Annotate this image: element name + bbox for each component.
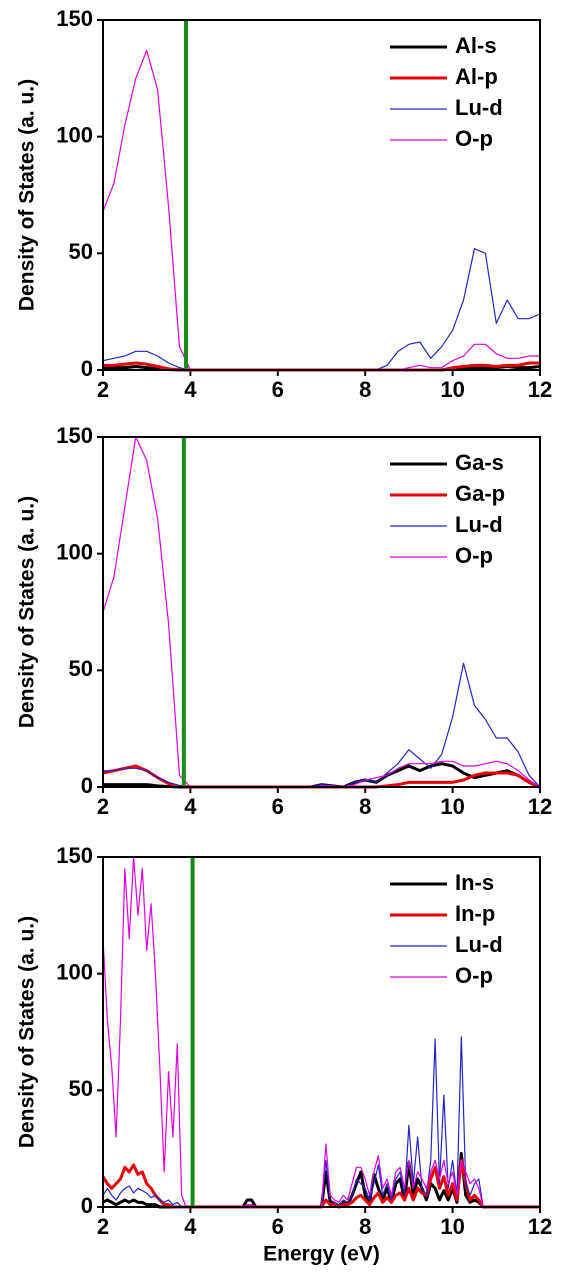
x-tick-label: 4 — [184, 1214, 197, 1239]
x-tick-label: 10 — [440, 377, 464, 402]
y-tick-label: 0 — [81, 356, 93, 381]
x-tick-label: 8 — [359, 794, 371, 819]
plot-frame — [102, 19, 541, 371]
series-line — [103, 662, 541, 788]
y-tick-label: 100 — [56, 122, 93, 147]
x-tick-label: 6 — [272, 377, 284, 402]
series-line — [101, 1158, 540, 1209]
y-axis-title: Density of States (a. u.) — [16, 916, 39, 1148]
x-tick-label: 10 — [440, 794, 464, 819]
x-tick-label: 12 — [528, 377, 552, 402]
y-axis-title: Density of States (a. u.) — [16, 496, 39, 728]
legend-label: In-p — [455, 901, 495, 926]
series-line — [102, 1036, 540, 1208]
x-tick-label: 2 — [97, 794, 109, 819]
plot-frame — [102, 436, 541, 788]
legend-label: In-s — [455, 870, 494, 895]
x-tick-label: 4 — [184, 377, 197, 402]
y-tick-label: 50 — [69, 1076, 93, 1101]
legend-label: O-p — [455, 963, 493, 988]
x-tick-label: 2 — [97, 377, 109, 402]
y-tick-label: 150 — [56, 423, 93, 448]
x-tick-label: 12 — [528, 794, 552, 819]
legend-label: Lu-d — [455, 95, 503, 120]
series-line — [102, 856, 540, 1208]
y-tick-label: 50 — [69, 656, 93, 681]
legend-label: Al-p — [455, 64, 498, 89]
x-tick-label: 8 — [359, 377, 371, 402]
series-line — [102, 436, 541, 788]
y-tick-label: 0 — [81, 1193, 93, 1218]
y-tick-label: 100 — [56, 539, 93, 564]
y-axis-title: Density of States (a. u.) — [16, 79, 39, 311]
x-tick-label: 2 — [97, 1214, 109, 1239]
plot-frame — [102, 856, 541, 1208]
x-tick-label: 10 — [440, 1214, 464, 1239]
legend-label: Lu-d — [455, 932, 503, 957]
x-tick-label: 12 — [528, 1214, 552, 1239]
x-axis-title: Energy (eV) — [263, 1243, 380, 1266]
legend-label: O-p — [455, 543, 493, 568]
legend-label: Lu-d — [455, 512, 503, 537]
y-tick-label: 100 — [56, 959, 93, 984]
x-tick-label: 8 — [359, 1214, 371, 1239]
y-tick-label: 150 — [56, 6, 93, 31]
legend-label: Ga-p — [455, 481, 505, 506]
x-tick-label: 6 — [272, 794, 284, 819]
x-tick-label: 6 — [272, 1214, 284, 1239]
y-tick-label: 0 — [81, 773, 93, 798]
y-tick-label: 50 — [69, 239, 93, 264]
legend-label: O-p — [455, 126, 493, 151]
y-tick-label: 150 — [56, 843, 93, 868]
legend-label: Ga-s — [455, 450, 504, 475]
series-line — [102, 248, 541, 371]
legend-label: Al-s — [455, 33, 497, 58]
x-tick-label: 4 — [184, 794, 197, 819]
